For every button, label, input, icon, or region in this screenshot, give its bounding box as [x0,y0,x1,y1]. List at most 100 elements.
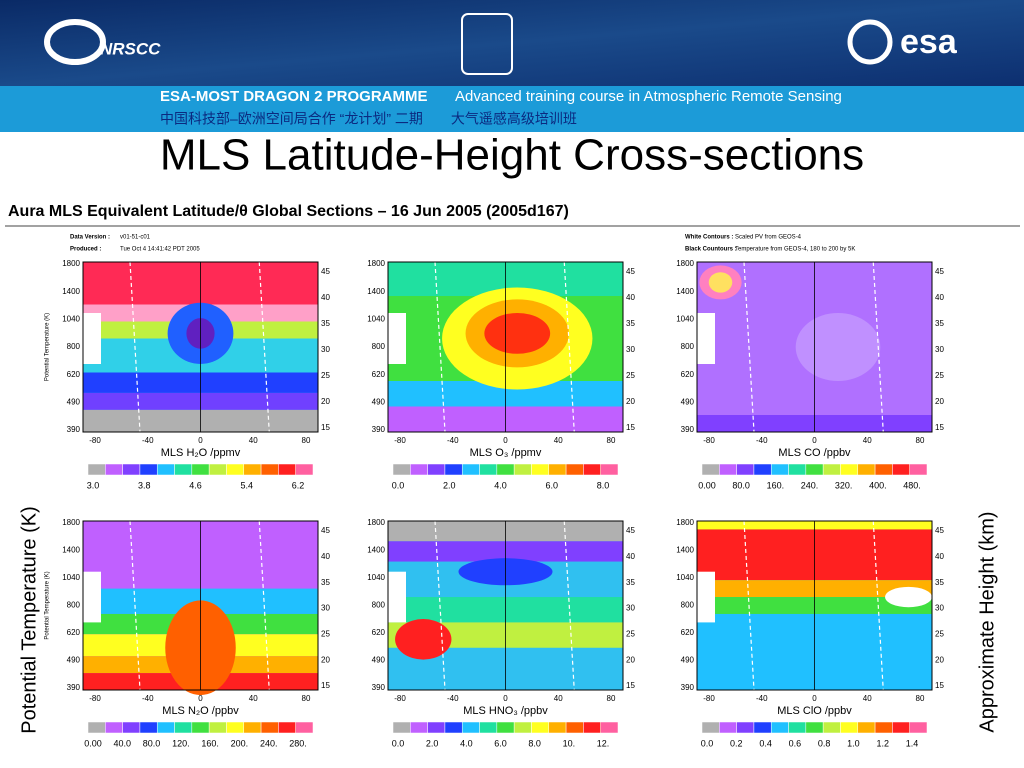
colorbar-label: 0.00 [698,480,716,490]
right-tick-label: 45 [321,526,330,535]
colorbar-label: 400. [869,480,887,490]
contour-blob [484,313,551,354]
colorbar-label: 320. [835,480,853,490]
left-tick-label: 800 [372,342,386,351]
pv-contour [563,520,575,691]
right-tick-label: 25 [626,629,635,638]
x-tick-label: 40 [863,694,872,703]
panel-y-label: Potential Temperature (K) [45,313,51,381]
colorbar-cell [874,721,893,734]
colorbar-cell [600,463,619,476]
meta-key: Produced : [70,247,101,253]
colorbar-cell [822,721,841,734]
colorbar-cell [156,463,175,476]
colorbar-cell [174,463,193,476]
colorbar-cell [87,463,106,476]
colorbar-label: 10. [563,738,576,748]
panel-label: MLS CO /ppbv [778,447,851,459]
x-tick-label: 0 [198,436,203,445]
panel-label: MLS N₂O /ppbv [162,705,239,717]
x-tick-label: 80 [916,694,925,703]
colorbar-cell [427,463,446,476]
colorbar-label: 80.0 [732,480,750,490]
x-tick-label: -40 [447,436,459,445]
colorbar-cell [513,463,532,476]
left-tick-label: 620 [67,370,81,379]
x-tick-label: -80 [394,436,406,445]
left-tick-label: 800 [681,342,695,351]
colorbar-cell [243,721,262,734]
left-tick-label: 1400 [367,287,385,296]
left-tick-label: 1040 [676,573,694,582]
colorbar-cell [840,463,859,476]
colorbar-cell [857,721,876,734]
panel-label: MLS O₃ /ppmv [470,447,542,459]
panel-label: MLS HNO₃ /ppbv [463,705,548,717]
colorbar-cell [479,721,498,734]
left-tick-label: 390 [372,683,386,692]
right-tick-label: 45 [935,267,944,276]
left-tick-label: 490 [372,656,386,665]
right-tick-label: 30 [321,345,330,354]
left-axis-label: Potential Temperature (K) [18,506,40,734]
colorbar-cell [461,463,480,476]
colorbar-cell [719,463,737,476]
colorbar-label: 0.0 [392,738,405,748]
x-tick-label: 80 [916,436,925,445]
colorbar-cell [548,463,567,476]
colorbar-label: 240. [801,480,819,490]
colorbar-cell [392,721,411,734]
left-tick-label: 490 [372,397,386,406]
colorbar-cell [208,463,227,476]
colorbar-label: 8.0 [597,480,610,490]
colorbar-cell [87,721,106,734]
colorbar-cell [260,721,279,734]
x-tick-label: 0 [503,436,508,445]
colorbar-cell [444,721,463,734]
colorbar-cell [392,463,411,476]
colorbar-cell [105,463,123,476]
colorbar-label: 80.0 [143,738,161,748]
pv-contour [563,261,575,433]
no-data [388,313,406,364]
colorbar-cell [788,721,807,734]
right-tick-label: 40 [626,293,635,302]
colorbar-label: 2.0 [443,480,456,490]
left-tick-label: 490 [67,656,81,665]
right-tick-label: 40 [626,552,635,561]
colorbar-cell [600,721,619,734]
no-data [83,571,101,623]
pv-contour [258,261,270,433]
pv-contour [434,261,446,433]
right-tick-label: 35 [626,578,635,587]
left-tick-label: 620 [372,370,386,379]
left-tick-label: 1400 [62,546,80,555]
colorbar-cell [105,721,123,734]
colorbar-label: 5.4 [240,480,253,490]
left-tick-label: 390 [372,425,386,434]
colorbar-cell [531,463,550,476]
right-tick-label: 30 [321,604,330,613]
colorbar-cell [583,463,601,476]
colorbar-cell [701,463,720,476]
left-tick-label: 800 [681,601,695,610]
colorbar-cell [531,721,550,734]
left-tick-label: 800 [67,342,81,351]
right-tick-label: 25 [321,629,330,638]
right-tick-label: 20 [626,655,635,664]
left-tick-label: 1400 [62,287,80,296]
left-tick-label: 800 [67,601,81,610]
left-tick-label: 1040 [367,573,385,582]
contour-blob [885,586,932,608]
x-tick-label: -80 [89,694,101,703]
left-tick-label: 1040 [62,573,80,582]
x-tick-label: -80 [394,694,406,703]
right-tick-label: 30 [626,345,635,354]
logo-left: NRSCC [100,39,161,58]
left-tick-label: 1800 [367,259,385,268]
right-tick-label: 45 [935,526,944,535]
colorbar-cell [822,463,841,476]
pv-contour [129,261,141,433]
left-tick-label: 390 [67,683,81,692]
right-tick-label: 20 [935,397,944,406]
